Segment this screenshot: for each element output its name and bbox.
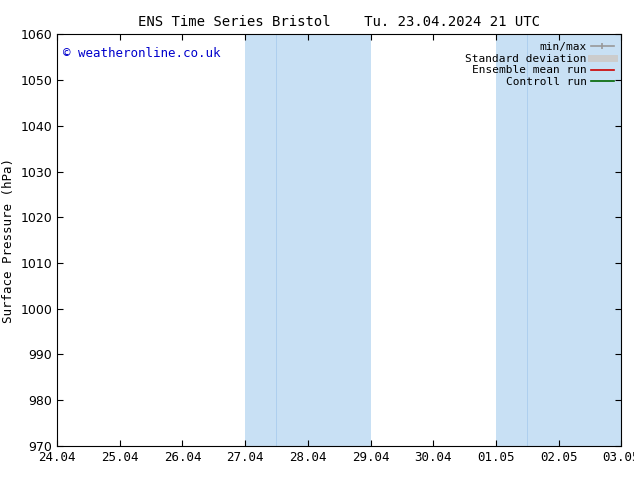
Legend: min/max, Standard deviation, Ensemble mean run, Controll run: min/max, Standard deviation, Ensemble me…	[461, 38, 618, 92]
Bar	[527, 34, 621, 446]
Text: © weatheronline.co.uk: © weatheronline.co.uk	[63, 47, 220, 60]
Bar	[276, 34, 370, 446]
Bar	[496, 34, 527, 446]
Bar	[245, 34, 276, 446]
Y-axis label: Surface Pressure (hPa): Surface Pressure (hPa)	[2, 158, 15, 322]
Title: ENS Time Series Bristol    Tu. 23.04.2024 21 UTC: ENS Time Series Bristol Tu. 23.04.2024 2…	[138, 15, 540, 29]
